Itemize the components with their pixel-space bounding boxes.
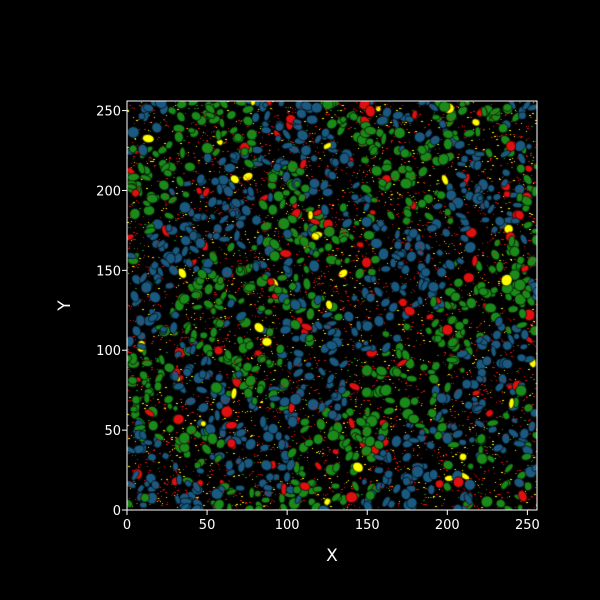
x-tick-label: 50	[199, 518, 216, 533]
y-tick-label: 100	[96, 344, 121, 359]
x-tick-label: 0	[123, 518, 131, 533]
y-tick-label: 0	[113, 504, 121, 519]
x-tick-label: 150	[355, 518, 380, 533]
y-axis: 0 50 100 150 200 250	[96, 105, 127, 519]
x-tick-label: 200	[435, 518, 460, 533]
plot-frame	[126, 100, 538, 511]
heatmap-field	[127, 101, 537, 510]
x-axis-label: X	[326, 546, 338, 566]
y-axis-label: Y	[55, 300, 75, 312]
y-tick-label: 150	[96, 264, 121, 279]
heatmap-image	[127, 101, 537, 510]
x-axis: 0 50 100 150 200 250	[123, 510, 540, 533]
x-tick-label: 250	[515, 518, 540, 533]
y-tick-label: 50	[104, 424, 121, 439]
x-tick-label: 100	[275, 518, 300, 533]
y-tick-label: 200	[96, 184, 121, 199]
y-tick-label: 250	[96, 105, 121, 120]
